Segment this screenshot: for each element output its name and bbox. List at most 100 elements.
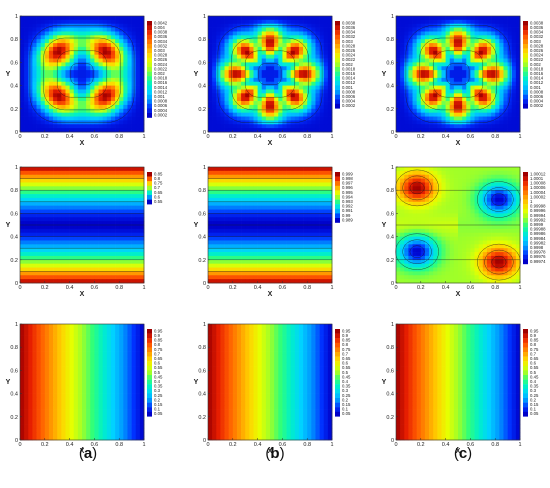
heatmap-cell <box>257 97 263 102</box>
heatmap-cell <box>257 62 263 67</box>
heatmap-cell <box>53 89 58 94</box>
heatmap-cell <box>420 178 426 183</box>
heatmap-cell <box>82 74 87 79</box>
heatmap-cell <box>127 120 132 125</box>
heatmap-cell <box>253 263 258 268</box>
heatmap-cell <box>241 259 246 265</box>
heatmap-cell <box>110 27 116 32</box>
heatmap-cell <box>311 93 316 98</box>
heatmap-cell <box>57 170 62 176</box>
heatmap-cell <box>437 85 442 90</box>
heatmap-cell <box>298 267 304 272</box>
heatmap-cell <box>265 225 271 230</box>
heatmap-cell <box>474 62 480 67</box>
heatmap-cell <box>82 271 87 276</box>
y-tick-label: 0.8 <box>386 37 394 43</box>
heatmap-cell <box>319 108 325 114</box>
heatmap-cell <box>135 74 141 79</box>
heatmap-cell <box>286 58 292 63</box>
heatmap-cell <box>257 39 263 44</box>
heatmap-cell <box>474 66 480 71</box>
heatmap-cell <box>396 46 401 52</box>
heatmap-cell <box>90 174 95 179</box>
heatmap-cell <box>224 116 230 121</box>
heatmap-cell <box>86 81 91 86</box>
heatmap-cell <box>102 186 108 191</box>
heatmap-cell <box>327 279 333 284</box>
heatmap-cell <box>437 31 442 36</box>
heatmap-cell <box>115 104 120 110</box>
heatmap-cell <box>257 271 263 276</box>
heatmap-cell <box>515 23 521 28</box>
heatmap-cell <box>90 74 95 79</box>
colorbar-swatch <box>523 90 528 95</box>
heatmap-cell <box>491 39 496 44</box>
heatmap-cell <box>491 19 496 25</box>
heatmap-cell <box>20 77 25 83</box>
heatmap-cell <box>253 240 258 245</box>
heatmap-cell <box>511 43 517 48</box>
heatmap-cell <box>208 217 213 222</box>
heatmap-cell <box>453 101 459 106</box>
heatmap-cell <box>241 35 246 40</box>
heatmap-cell <box>453 27 459 32</box>
heatmap-cell <box>511 174 517 179</box>
x-tick-label: 1 <box>142 134 145 140</box>
heatmap-cell <box>511 108 517 114</box>
heatmap-cell <box>257 244 263 249</box>
heatmap-cell <box>315 108 320 114</box>
heatmap-cell <box>400 23 405 28</box>
heatmap-cell <box>135 275 141 280</box>
heatmap-cell <box>208 279 213 284</box>
heatmap-cell <box>24 209 29 214</box>
heatmap-cell <box>412 66 418 71</box>
heatmap-cell <box>32 197 37 203</box>
heatmap-cell <box>123 244 128 249</box>
heatmap-cell <box>453 77 459 83</box>
heatmap-cell <box>127 213 132 218</box>
heatmap-cell <box>90 213 95 218</box>
heatmap-cell <box>73 116 79 121</box>
heatmap-cell <box>131 228 137 234</box>
heatmap-cell <box>241 201 246 207</box>
heatmap-cell <box>303 209 308 214</box>
heatmap-cell <box>453 174 459 179</box>
heatmap-cell <box>127 201 132 207</box>
heatmap-cell <box>437 182 442 187</box>
heatmap-cell <box>245 70 250 75</box>
colorbar-label: 0.0012 <box>530 80 544 85</box>
heatmap-cell <box>110 54 116 59</box>
heatmap-cell <box>282 27 287 32</box>
heatmap-cell <box>311 16 316 21</box>
heatmap-cell <box>232 263 238 268</box>
heatmap-cell <box>482 50 488 56</box>
heatmap-cell <box>110 174 116 179</box>
heatmap-cell <box>98 19 104 25</box>
heatmap-cell <box>319 170 325 176</box>
heatmap-cell <box>404 74 409 79</box>
streamline <box>231 37 309 111</box>
heatmap-cell <box>86 27 91 32</box>
heatmap-cell <box>119 23 124 28</box>
heatmap-cell <box>98 35 104 40</box>
heatmap-cell <box>82 236 87 241</box>
heatmap-cell <box>315 244 320 249</box>
heatmap-cell <box>327 16 333 21</box>
heatmap-cell <box>212 213 217 218</box>
heatmap-cell <box>424 58 430 63</box>
heatmap-cell <box>441 54 446 59</box>
heatmap-cell <box>57 35 62 40</box>
heatmap-cell <box>127 279 132 284</box>
heatmap-cell <box>28 240 33 245</box>
colorbar-swatch <box>335 71 340 77</box>
heatmap-cell <box>303 70 308 75</box>
heatmap-cell <box>315 23 320 28</box>
heatmap-cell <box>478 43 484 48</box>
heatmap-cell <box>61 263 66 268</box>
heatmap-cell <box>453 85 459 90</box>
heatmap-cell <box>24 62 29 67</box>
heatmap-cell <box>232 104 238 110</box>
heatmap-cell <box>408 54 413 59</box>
heatmap-cell <box>115 35 120 40</box>
heatmap-cell <box>131 89 137 94</box>
